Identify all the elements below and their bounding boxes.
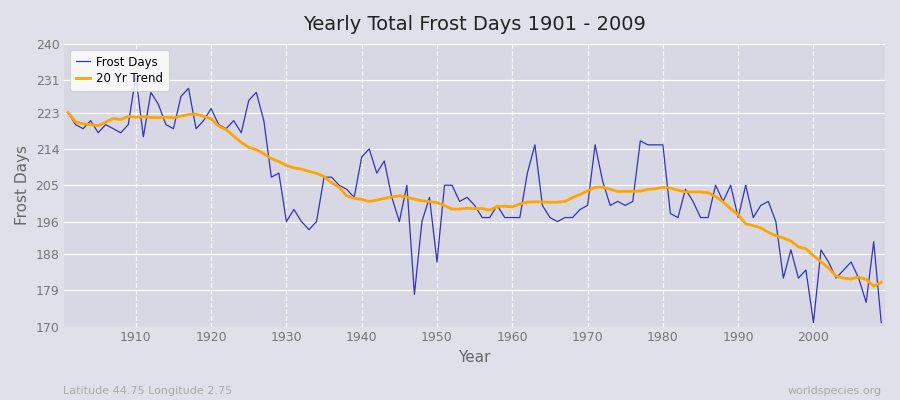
20 Yr Trend: [500, 204, 510, 209]
X-axis label: Year: Year: [458, 350, 491, 365]
Frost Days: [63, 110, 74, 115]
20 Yr Trend: [868, 284, 879, 288]
Frost Days: [296, 219, 307, 224]
Frost Days: [341, 187, 352, 192]
Text: worldspecies.org: worldspecies.org: [788, 386, 882, 396]
20 Yr Trend: [598, 185, 608, 190]
20 Yr Trend: [507, 204, 517, 209]
20 Yr Trend: [289, 166, 300, 170]
20 Yr Trend: [876, 280, 886, 284]
Title: Yearly Total Frost Days 1901 - 2009: Yearly Total Frost Days 1901 - 2009: [303, 15, 646, 34]
Frost Days: [876, 320, 886, 325]
Line: 20 Yr Trend: 20 Yr Trend: [68, 112, 881, 286]
20 Yr Trend: [123, 114, 134, 119]
Line: Frost Days: Frost Days: [68, 76, 881, 322]
20 Yr Trend: [63, 110, 74, 115]
20 Yr Trend: [334, 185, 345, 190]
Frost Days: [605, 203, 616, 208]
Frost Days: [507, 215, 517, 220]
Frost Days: [808, 320, 819, 325]
Frost Days: [515, 215, 526, 220]
Text: Latitude 44.75 Longitude 2.75: Latitude 44.75 Longitude 2.75: [63, 386, 232, 396]
Y-axis label: Frost Days: Frost Days: [15, 145, 30, 225]
Frost Days: [123, 122, 134, 127]
Legend: Frost Days, 20 Yr Trend: Frost Days, 20 Yr Trend: [70, 50, 169, 91]
Frost Days: [130, 74, 141, 78]
